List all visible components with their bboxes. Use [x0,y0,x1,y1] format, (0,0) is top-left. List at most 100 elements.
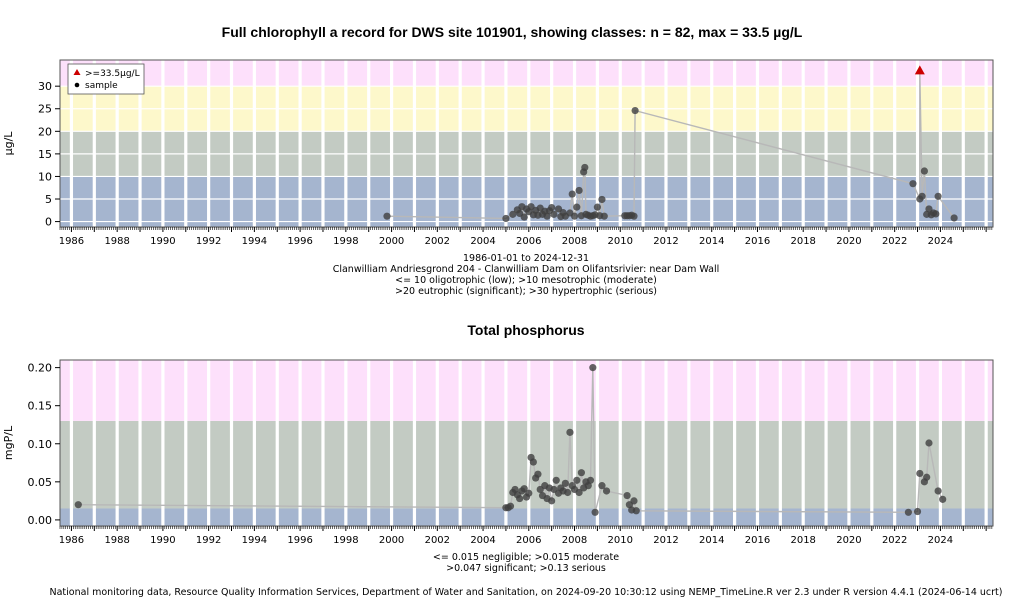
x-tick-label: 1996 [287,236,312,247]
sample-point [939,495,947,503]
sample-point [566,428,574,436]
x-tick-label: 1998 [333,535,358,546]
x-tick-label: 1992 [196,535,221,546]
x-tick-label: 2018 [790,535,815,546]
sample-point [623,491,631,500]
plot-frame [59,59,994,228]
x-tick-label: 1998 [333,236,358,247]
x-tick-label: 2010 [608,535,633,546]
x-tick-label: 1988 [104,535,129,546]
sample-point [913,507,922,516]
sample-point [581,163,589,172]
sample-point [593,203,601,211]
sample-point [591,508,599,516]
x-tick-label: 2002 [425,236,450,247]
sample-point [598,195,606,204]
sample-point [630,212,638,220]
sample-point [923,473,931,481]
y-tick-label: 10 [38,170,52,183]
y-tick-label: 0.05 [28,476,53,489]
class-band [60,508,993,526]
x-tick-label: 2018 [790,236,815,247]
sample-point [934,192,942,200]
x-tick-label: 2014 [699,535,724,546]
y-tick-label: 5 [45,193,52,206]
x-tick-label: 2022 [882,236,907,247]
sample-point [934,487,942,495]
y-tick-label: 0.20 [28,362,53,375]
sample-point [534,470,542,478]
chart1-subtitle-line-1: 1986-01-01 to 2024-12-31 [463,253,589,264]
sample-point [573,476,581,484]
sample-point [925,439,933,447]
sample-point [570,212,579,220]
footer-credit: National monitoring data, Resource Quali… [49,587,1003,598]
y-tick-label: 0.15 [28,400,53,413]
x-tick-label: 1994 [242,236,267,247]
x-tick-label: 2010 [608,236,633,247]
sample-point [506,502,515,510]
plot-frame [59,359,994,527]
chart2-subtitle-line-2: >0.047 significant; >0.13 serious [446,563,606,574]
x-tick-label: 1986 [59,535,84,546]
sample-point [630,497,638,505]
sample-point [589,364,597,372]
x-tick-label: 2004 [470,236,495,247]
y-tick-label: 30 [38,80,52,93]
x-tick-label: 1986 [59,236,84,247]
legend-dot-icon [74,82,80,88]
x-tick-label: 2008 [562,236,587,247]
sample-point [548,497,556,505]
sample-point [520,485,528,493]
sample-point [920,167,928,175]
sample-point [550,210,558,218]
sample-point [904,508,912,516]
x-tick-label: 2014 [699,236,724,247]
sample-point [575,186,583,195]
sample-point [916,469,924,478]
legend-label: sample [85,81,118,91]
sample-point [564,488,572,497]
sample-point [918,192,926,200]
x-tick-label: 2024 [928,535,953,546]
x-tick-label: 2002 [425,535,450,546]
x-tick-label: 2022 [882,535,907,546]
sample-point [575,488,583,497]
sample-point [600,212,608,220]
x-tick-label: 1990 [150,236,175,247]
sample-point [568,190,576,198]
y-tick-label: 15 [38,148,52,161]
class-band [60,360,993,421]
x-tick-label: 2004 [470,535,495,546]
y-axis-label: µg/L [2,131,15,156]
sample-point [529,458,537,466]
x-tick-label: 2020 [836,535,861,546]
x-tick-label: 1992 [196,236,221,247]
chart2-subtitle-line-1: <= 0.015 negligible; >0.015 moderate [432,552,620,563]
sample-point [383,212,391,220]
chart2-subtitle: <= 0.015 negligible; >0.015 moderate >0.… [0,552,1024,574]
x-tick-label: 2006 [516,535,541,546]
sample-point [950,214,958,222]
chart1-subtitle-line-3: <= 10 oligotrophic (low); >10 mesotrophi… [395,275,657,286]
sample-point [509,210,517,218]
class-band [60,60,993,87]
y-tick-label: 0 [45,216,52,229]
x-tick-label: 2006 [516,236,541,247]
x-tick-label: 1994 [242,535,267,546]
x-tick-label: 2000 [379,236,404,247]
y-tick-label: 0.00 [28,514,53,527]
legend-triangle-icon [73,69,81,75]
x-tick-label: 2012 [653,236,678,247]
legend-label: >=33.5µg/L [85,69,140,79]
x-tick-label: 2008 [562,535,587,546]
sample-point [74,501,82,509]
x-tick-label: 1990 [150,535,175,546]
chart2-title: Total phosphorus [467,322,585,338]
sample-point [543,212,551,220]
sample-point [598,482,606,490]
sample-point [577,469,585,477]
x-tick-label: 1988 [104,236,129,247]
sample-point [548,203,556,212]
